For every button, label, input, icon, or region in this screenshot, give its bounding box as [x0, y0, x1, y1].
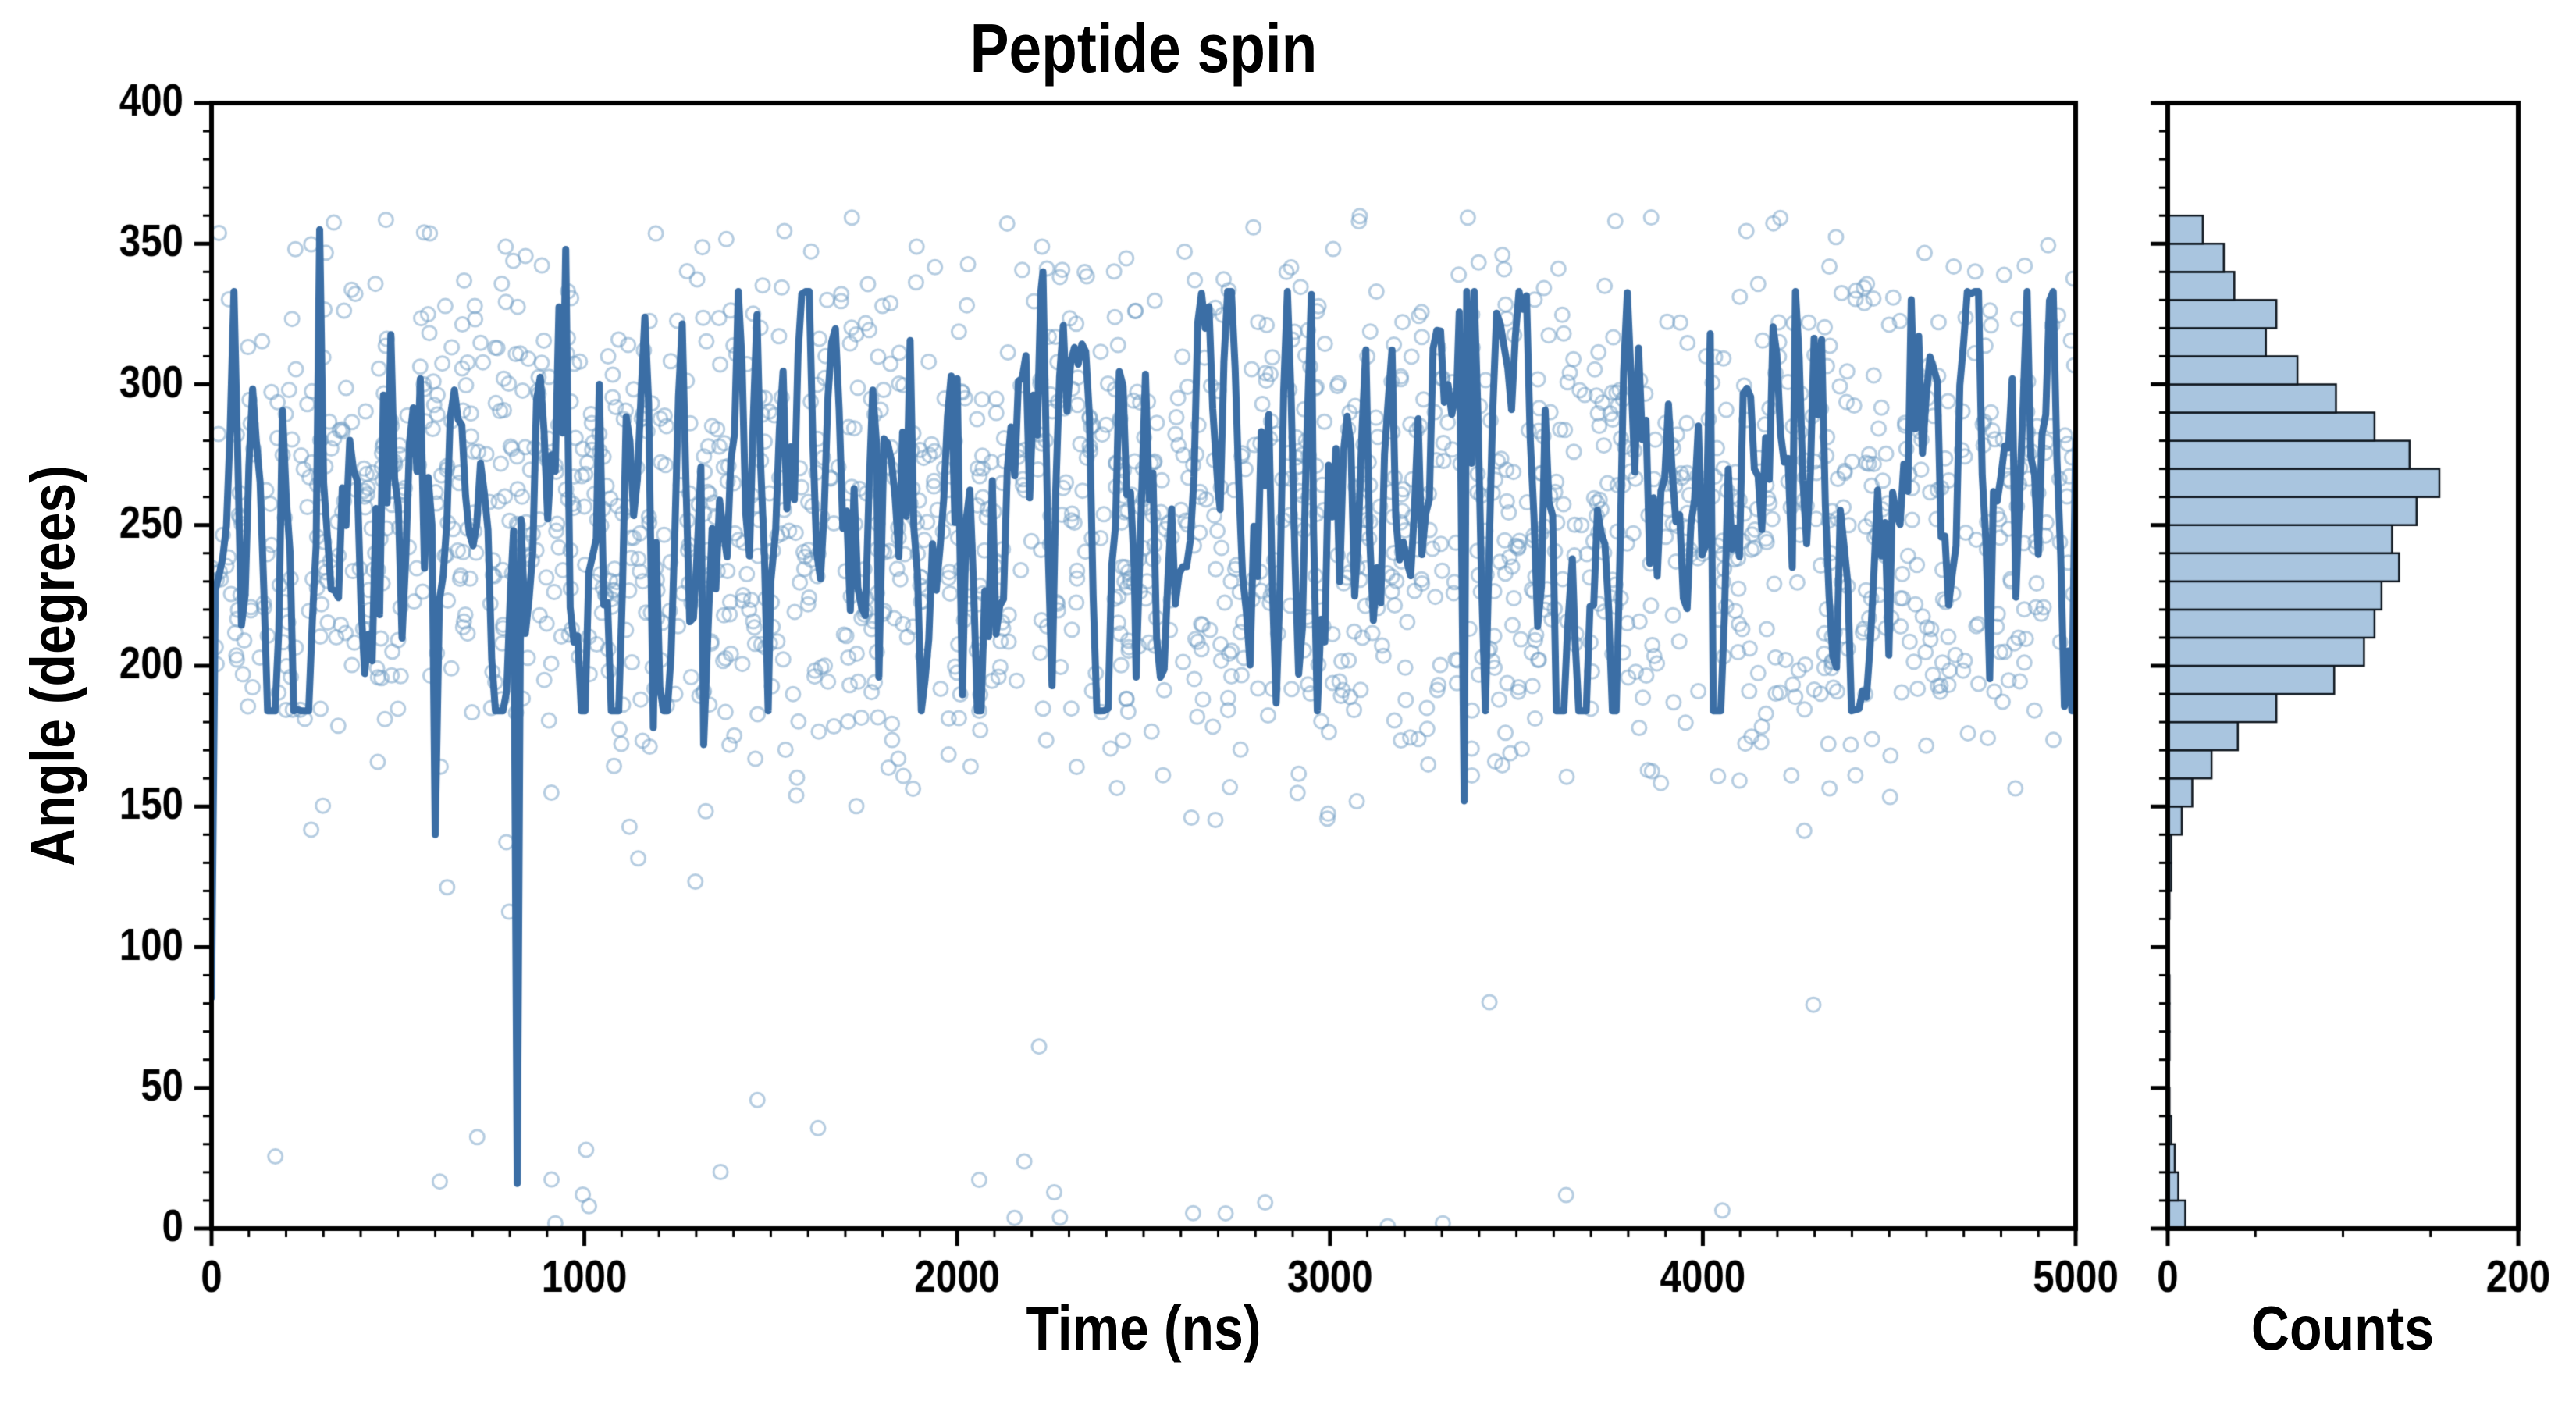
x-axis-label: Time (ns) — [1026, 1293, 1261, 1363]
counts-axis-label: Counts — [2250, 1293, 2435, 1363]
chart-title: Peptide spin — [970, 9, 1318, 87]
y-axis-label: Angle (degrees) — [18, 465, 87, 866]
